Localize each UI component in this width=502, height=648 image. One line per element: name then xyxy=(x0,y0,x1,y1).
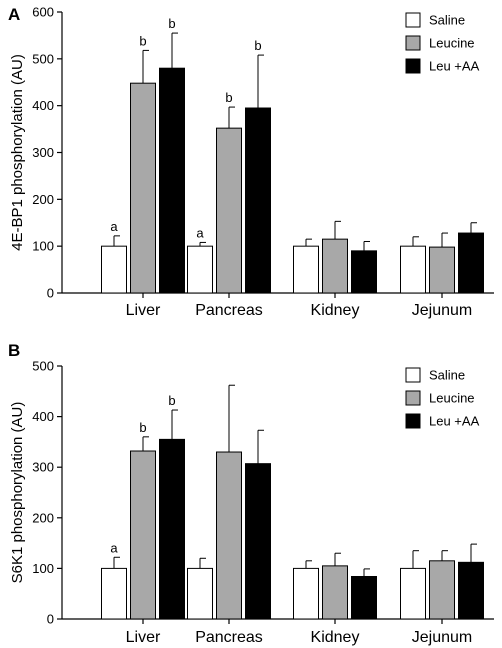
bar-pancreas-saline xyxy=(187,245,213,294)
y-tick-label: 600 xyxy=(32,5,54,20)
bar-jejunum-leu-aa xyxy=(458,561,484,620)
y-tick-label: 300 xyxy=(32,145,54,160)
category-label-pancreas: Pancreas xyxy=(195,302,263,319)
y-tick-label: 300 xyxy=(32,460,54,475)
y-tick-label: 400 xyxy=(32,98,54,113)
panel-letter: A xyxy=(8,5,20,24)
significance-label: a xyxy=(196,225,204,240)
bar-jejunum-leu-aa xyxy=(458,232,484,294)
legend-label: Leu +AA xyxy=(429,59,480,74)
y-tick-label: 0 xyxy=(47,286,54,301)
bar-liver-leu-aa xyxy=(159,438,185,620)
category-label-kidney: Kidney xyxy=(311,629,360,646)
bar-kidney-leucine xyxy=(322,565,348,620)
bar-pancreas-leu-aa xyxy=(245,107,271,294)
bar-kidney-leu-aa xyxy=(351,250,377,294)
significance-label: b xyxy=(168,393,175,408)
category-label-pancreas: Pancreas xyxy=(195,629,263,646)
significance-label: b xyxy=(254,38,261,53)
bar-pancreas-leucine xyxy=(216,127,242,294)
legend-swatch-leu-aa xyxy=(405,413,421,429)
legend-swatch-leucine xyxy=(405,35,421,51)
category-label-kidney: Kidney xyxy=(311,302,360,319)
y-tick-label: 200 xyxy=(32,192,54,207)
bar-jejunum-saline xyxy=(400,567,426,620)
bar-pancreas-leucine xyxy=(216,451,242,620)
significance-label: a xyxy=(110,540,118,555)
y-tick-label: 100 xyxy=(32,561,54,576)
category-label-jejunum: Jejunum xyxy=(412,302,472,319)
bar-jejunum-leucine xyxy=(429,246,455,294)
legend-label: Saline xyxy=(429,13,465,28)
category-label-jejunum: Jejunum xyxy=(412,629,472,646)
panel-letter: B xyxy=(8,341,20,360)
category-label-liver: Liver xyxy=(126,302,161,319)
significance-label: b xyxy=(139,420,146,435)
legend-swatch-saline xyxy=(405,12,421,28)
legend-swatch-saline xyxy=(405,367,421,383)
bar-kidney-saline xyxy=(293,245,319,294)
legend-swatch-leu-aa xyxy=(405,58,421,74)
bar-pancreas-saline xyxy=(187,567,213,620)
significance-label: b xyxy=(225,90,232,105)
significance-label: b xyxy=(168,16,175,31)
legend-label: Saline xyxy=(429,368,465,383)
y-axis-label: 4E-BP1 phosphorylation (AU) xyxy=(9,54,26,251)
bar-liver-leucine xyxy=(130,82,156,294)
bar-jejunum-saline xyxy=(400,245,426,294)
legend-label: Leu +AA xyxy=(429,414,480,429)
y-tick-label: 400 xyxy=(32,409,54,424)
bar-liver-saline xyxy=(101,245,127,294)
legend-swatch-leucine xyxy=(405,390,421,406)
legend-label: Leucine xyxy=(429,391,475,406)
bar-jejunum-leucine xyxy=(429,560,455,620)
y-tick-label: 100 xyxy=(32,239,54,254)
bar-liver-saline xyxy=(101,567,127,620)
bar-liver-leucine xyxy=(130,450,156,620)
bar-kidney-leu-aa xyxy=(351,575,377,620)
y-tick-label: 200 xyxy=(32,510,54,525)
category-label-liver: Liver xyxy=(126,629,161,646)
significance-label: b xyxy=(139,33,146,48)
y-tick-label: 500 xyxy=(32,51,54,66)
legend-label: Leucine xyxy=(429,36,475,51)
bar-kidney-leucine xyxy=(322,238,348,294)
y-tick-label: 0 xyxy=(47,612,54,627)
y-tick-label: 500 xyxy=(32,359,54,374)
bar-liver-leu-aa xyxy=(159,67,185,294)
y-axis-label: S6K1 phosphorylation (AU) xyxy=(9,402,26,584)
significance-label: a xyxy=(110,219,118,234)
bar-kidney-saline xyxy=(293,567,319,620)
bar-pancreas-leu-aa xyxy=(245,463,271,620)
